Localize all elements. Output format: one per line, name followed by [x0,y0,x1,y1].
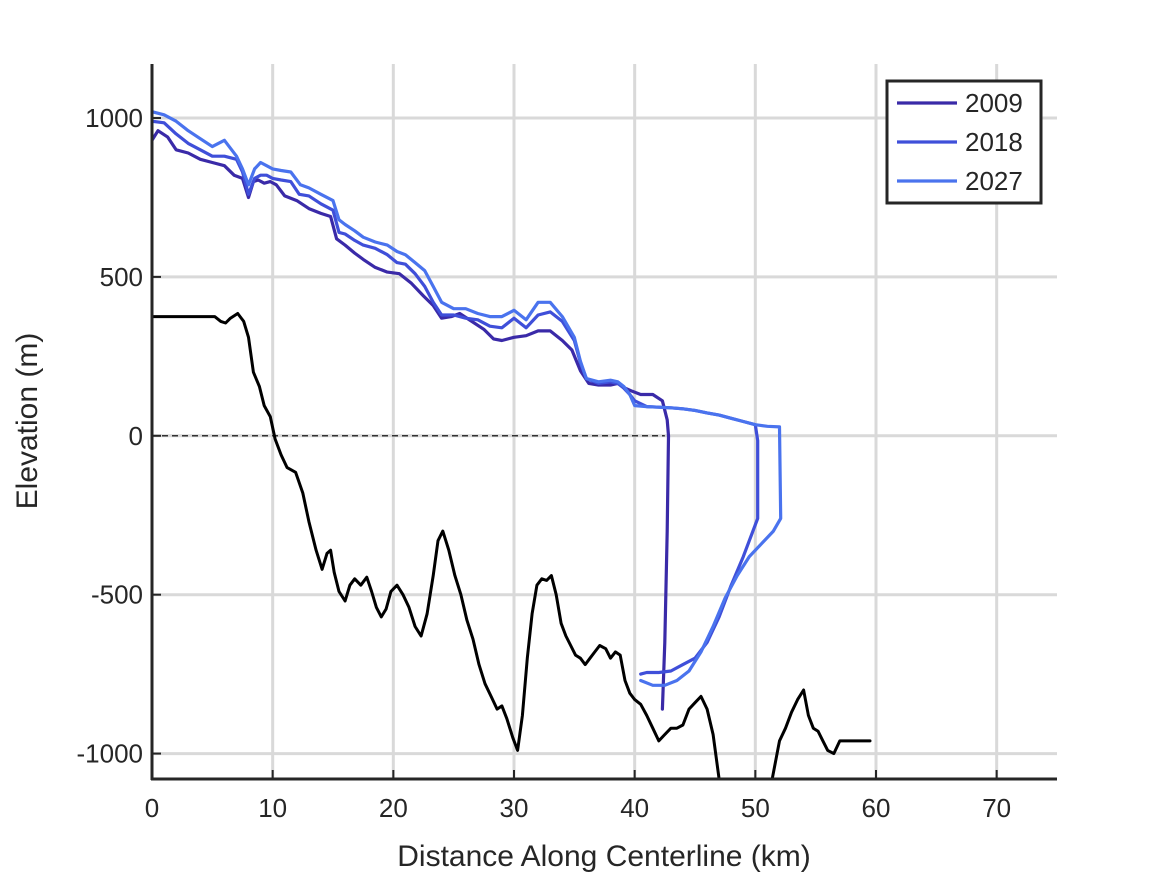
legend-label: 2018 [965,127,1023,157]
data-lines [152,110,872,779]
x-tick-label: 70 [982,793,1011,823]
x-tick-label: 60 [862,793,891,823]
y-tick-label: 500 [100,262,143,292]
x-axis-label: Distance Along Centerline (km) [397,840,811,873]
legend: 2009 2018 2027 [885,79,1043,205]
y-axis-label: Elevation (m) [11,333,44,510]
x-tick-label: 50 [741,793,770,823]
tick-labels: 0 10 20 30 40 50 60 70 -1000 -500 0 500 1000 [77,103,1012,823]
bed-line-right [770,688,872,779]
x-tick-label: 10 [258,793,287,823]
legend-label: 2027 [965,166,1023,196]
series-line-2027 [152,110,783,687]
axes [150,64,1057,781]
y-tick-label: 0 [129,421,143,451]
bed-line [152,312,721,779]
legend-label: 2009 [965,88,1023,118]
x-tick-label: 30 [500,793,529,823]
x-tick-label: 40 [620,793,649,823]
y-tick-label: -1000 [77,739,144,769]
y-tick-label: 1000 [85,103,143,133]
x-tick-label: 20 [379,793,408,823]
x-tick-label: 0 [145,793,159,823]
y-tick-label: -500 [91,580,143,610]
